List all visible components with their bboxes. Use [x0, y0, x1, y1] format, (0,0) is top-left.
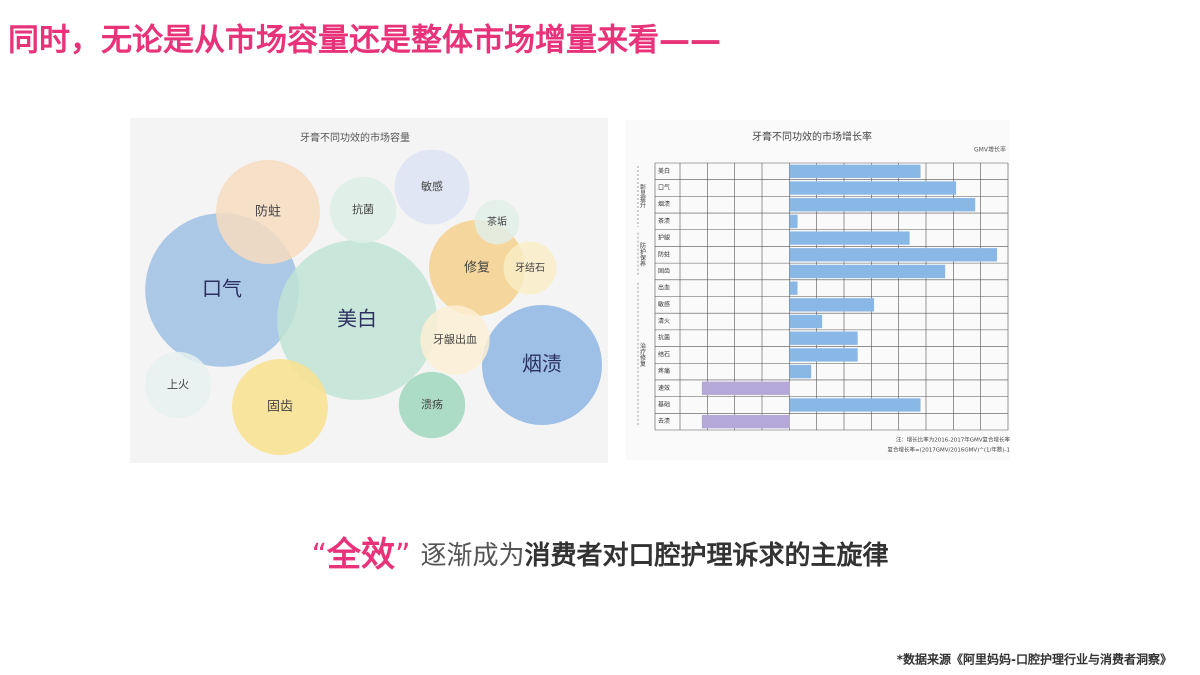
bar — [789, 214, 798, 229]
bar — [701, 381, 790, 395]
y-tick-label: 清火 — [658, 317, 670, 325]
tagline-middle: 逐渐成为 — [421, 541, 525, 571]
quote: ” — [395, 538, 411, 573]
bubble — [277, 240, 437, 400]
bubble-label: 烟渍 — [522, 352, 562, 376]
y-tick-label: 烟渍 — [658, 200, 670, 208]
bar — [789, 248, 998, 262]
y-tick-label: 防蛀 — [658, 250, 670, 258]
slide-title: 同时，无论是从市场容量还是整体市场增量来看—— — [8, 23, 721, 59]
axis-label: GMV增长率 — [974, 146, 1006, 154]
bubble-label: 茶垢 — [487, 215, 507, 228]
bubble-label: 美白 — [337, 307, 377, 331]
y-tick-label: 结石 — [658, 350, 670, 358]
bubble-label: 修复 — [464, 261, 490, 276]
bar — [701, 414, 790, 429]
bubble — [420, 305, 490, 375]
quote: “ — [311, 538, 327, 573]
group-label: 彰显提升 — [639, 184, 646, 210]
bubble-label: 牙结石 — [515, 261, 545, 274]
y-tick-label: 固齿 — [658, 267, 670, 275]
bubble — [394, 149, 470, 225]
y-tick-label: 护龈 — [658, 234, 670, 242]
y-tick-label: 敏感 — [658, 300, 670, 308]
bar — [789, 264, 946, 279]
tagline-highlight: 全效 — [326, 535, 395, 575]
bar — [789, 398, 921, 412]
bar — [789, 231, 910, 245]
bubble — [482, 305, 602, 425]
bubble — [503, 241, 557, 295]
source-note: *数据来源《阿里妈妈-口腔护理行业与消费者洞察》 — [897, 652, 1172, 667]
bubble — [216, 160, 320, 264]
y-tick-label: 茶渍 — [658, 217, 670, 225]
chart-title: 牙膏不同功效的市场容量 — [300, 131, 410, 144]
bar — [789, 348, 858, 362]
bubble — [474, 199, 520, 245]
bubble-label: 牙龈出血 — [433, 332, 477, 346]
bar — [789, 331, 858, 345]
bar — [789, 164, 921, 179]
bar — [789, 364, 812, 379]
y-tick-label: 疼痛 — [658, 367, 670, 375]
tagline: “全效” 逐渐成为消费者对口腔护理诉求的主旋律 — [311, 535, 888, 575]
bubble — [232, 359, 328, 455]
group-label: 治疗修复 — [639, 342, 646, 368]
y-tick-label: 基础 — [658, 400, 670, 408]
chart-title: 牙膏不同功效的市场增长率 — [752, 130, 872, 143]
bubble-label: 上火 — [167, 378, 189, 391]
bubble-label: 防蛀 — [255, 204, 281, 220]
footnote: 复合增长率=(2017GMV/2016GMV)^(1/年数)-1 — [887, 446, 1010, 454]
bubble-label: 溃疡 — [421, 397, 443, 411]
bar — [789, 181, 957, 195]
y-tick-label: 美白 — [658, 167, 670, 175]
bar — [789, 281, 798, 295]
y-tick-label: 去渍 — [658, 417, 670, 425]
bubble-label: 敏感 — [421, 179, 443, 193]
bar — [789, 314, 823, 329]
bubble-label: 口气 — [202, 277, 242, 301]
footnote: 注：增长比率为2016-2017年GMV复合增长率 — [896, 436, 1011, 444]
bubble-label: 固齿 — [267, 400, 293, 415]
y-tick-label: 口气 — [658, 184, 670, 192]
y-tick-label: 出血 — [658, 284, 670, 292]
bubble — [398, 371, 466, 439]
y-tick-label: 速效 — [658, 384, 670, 392]
tagline-emphasis: 消费者对口腔护理诉求的主旋律 — [525, 540, 889, 571]
bar — [789, 298, 875, 312]
group-label: 防护保养 — [639, 242, 646, 268]
bubble — [429, 220, 525, 316]
bubble — [144, 351, 212, 419]
bar — [789, 198, 976, 212]
bubble — [329, 176, 397, 244]
bubble-label: 抗菌 — [352, 202, 374, 216]
y-tick-label: 抗菌 — [658, 334, 670, 342]
